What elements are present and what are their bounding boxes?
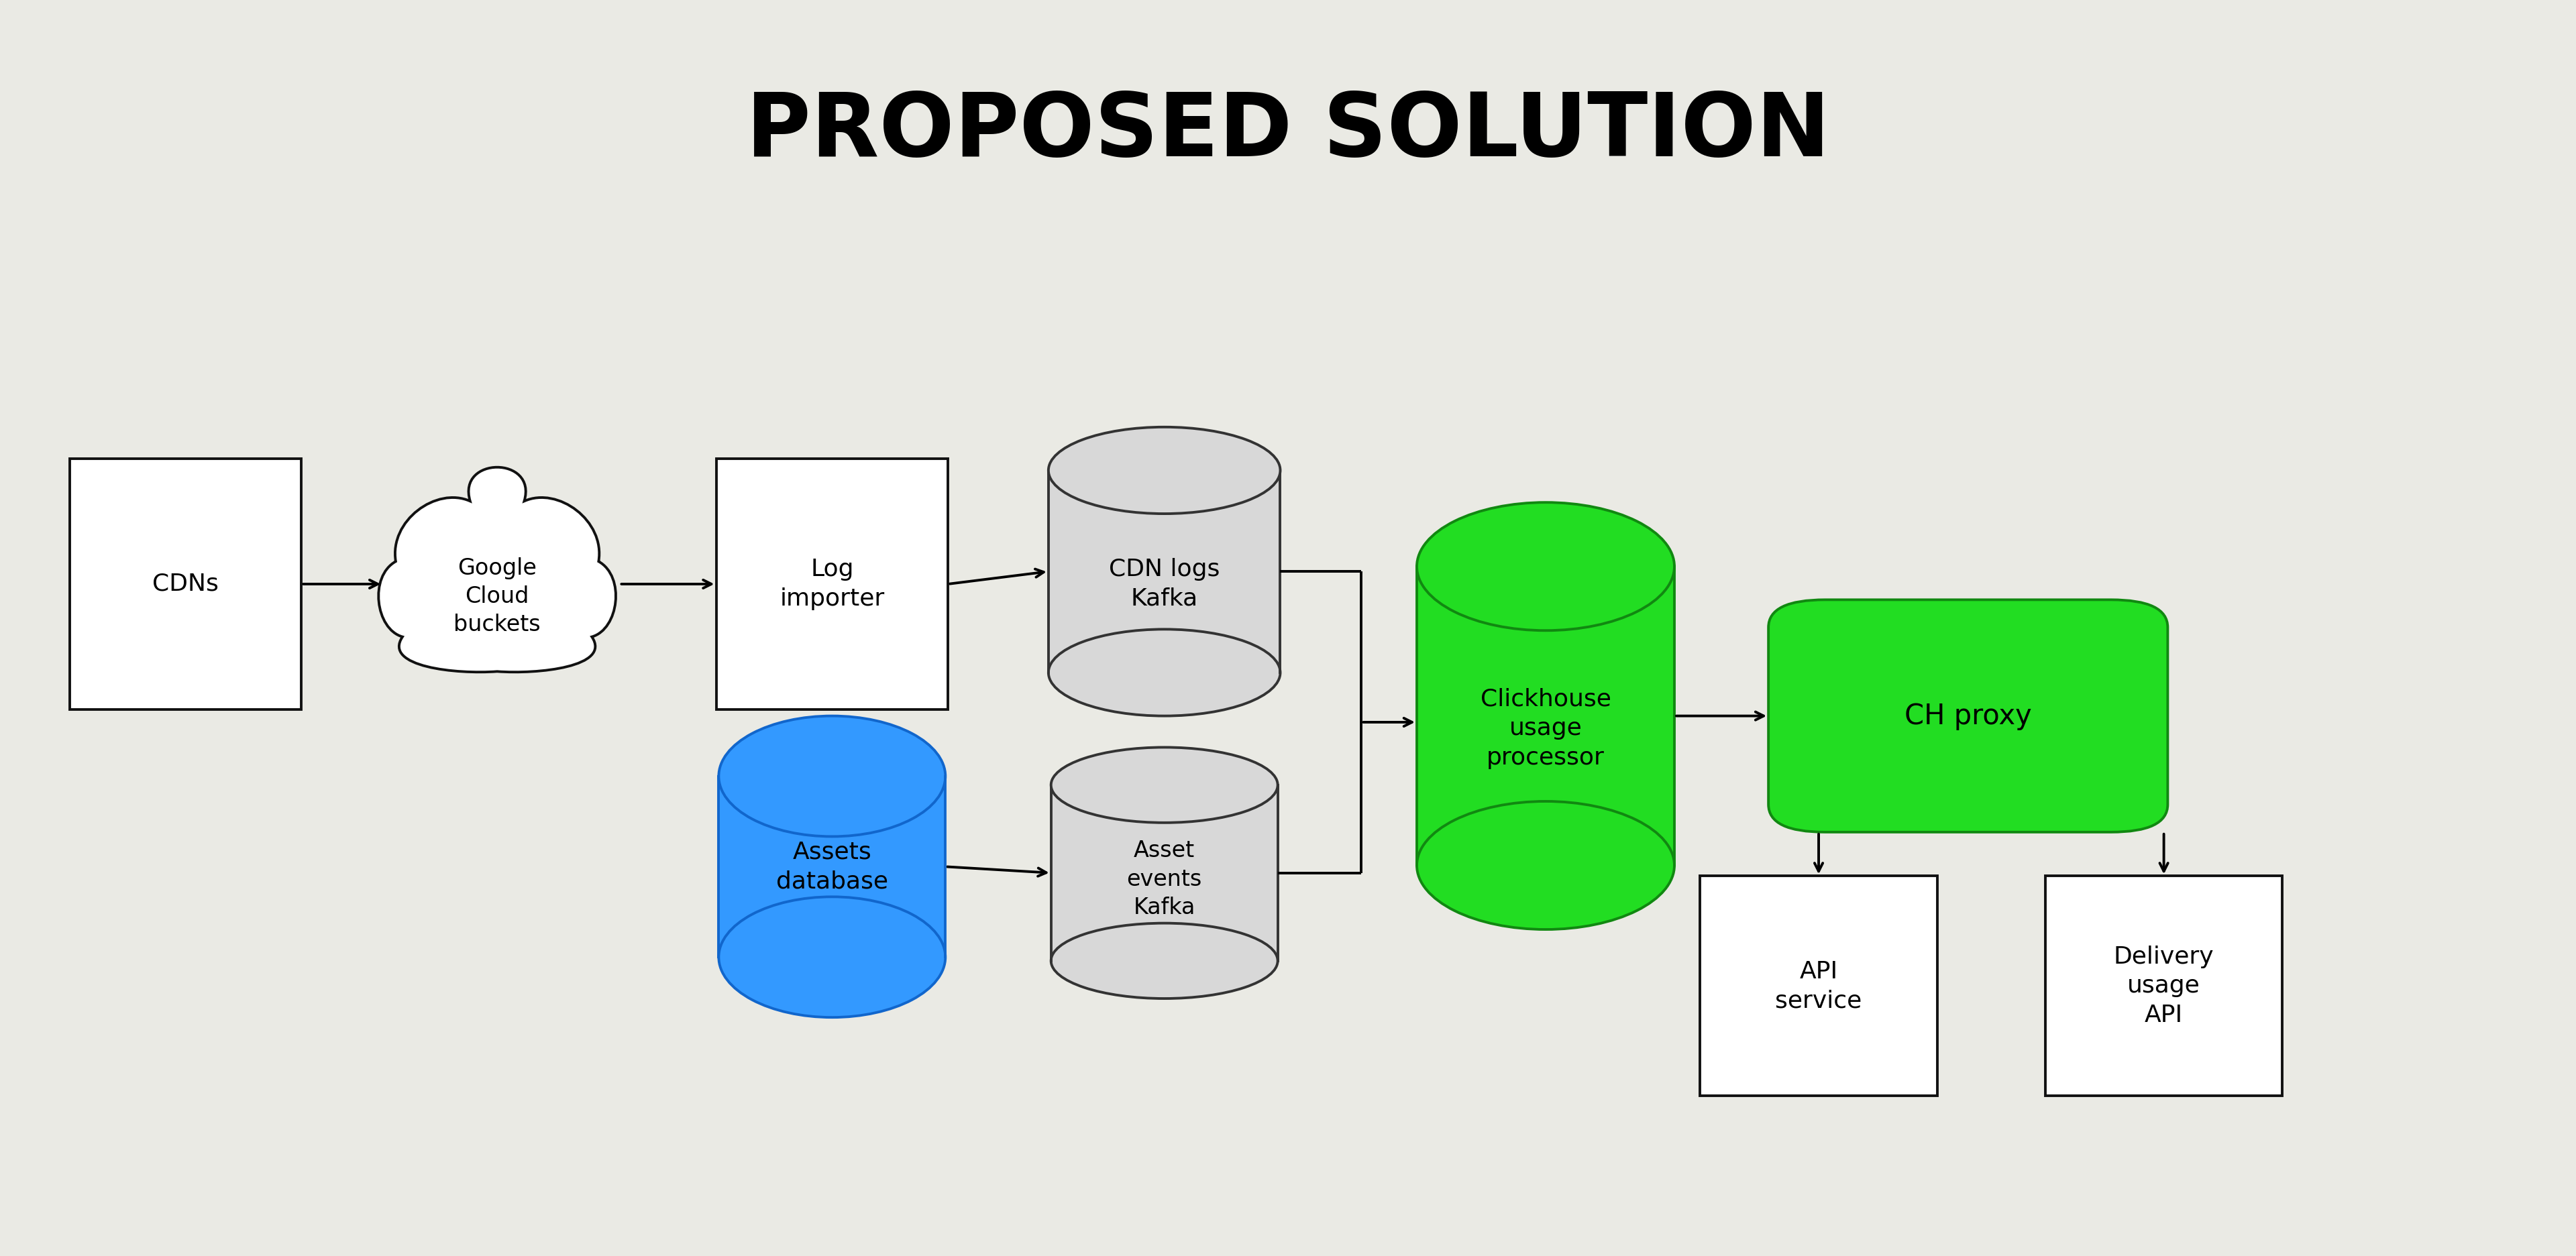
Ellipse shape (719, 897, 945, 1017)
Text: PROPOSED SOLUTION: PROPOSED SOLUTION (747, 89, 1829, 175)
FancyBboxPatch shape (1700, 877, 1937, 1095)
Ellipse shape (1051, 747, 1278, 823)
Text: Delivery
usage
API: Delivery usage API (2115, 946, 2213, 1026)
Text: Assets
database: Assets database (775, 840, 889, 893)
Ellipse shape (1048, 427, 1280, 514)
Polygon shape (719, 776, 945, 957)
Text: Google
Cloud
buckets: Google Cloud buckets (453, 558, 541, 636)
Polygon shape (1051, 785, 1278, 961)
Text: Clickhouse
usage
processor: Clickhouse usage processor (1481, 688, 1610, 769)
FancyBboxPatch shape (1767, 600, 2169, 831)
PathPatch shape (379, 467, 616, 672)
FancyBboxPatch shape (2045, 877, 2282, 1095)
Text: CDNs: CDNs (152, 573, 219, 595)
Text: CH proxy: CH proxy (1904, 702, 2032, 730)
Text: CDN logs
Kafka: CDN logs Kafka (1108, 558, 1221, 610)
Polygon shape (1048, 471, 1280, 673)
Ellipse shape (719, 716, 945, 836)
Ellipse shape (1048, 629, 1280, 716)
FancyBboxPatch shape (70, 458, 301, 710)
Polygon shape (1417, 566, 1674, 865)
Text: Asset
events
Kafka: Asset events Kafka (1126, 840, 1203, 918)
Ellipse shape (1417, 502, 1674, 631)
Text: Log
importer: Log importer (781, 558, 884, 610)
Ellipse shape (1417, 801, 1674, 929)
Text: API
service: API service (1775, 960, 1862, 1012)
Ellipse shape (1051, 923, 1278, 999)
FancyBboxPatch shape (716, 458, 948, 710)
